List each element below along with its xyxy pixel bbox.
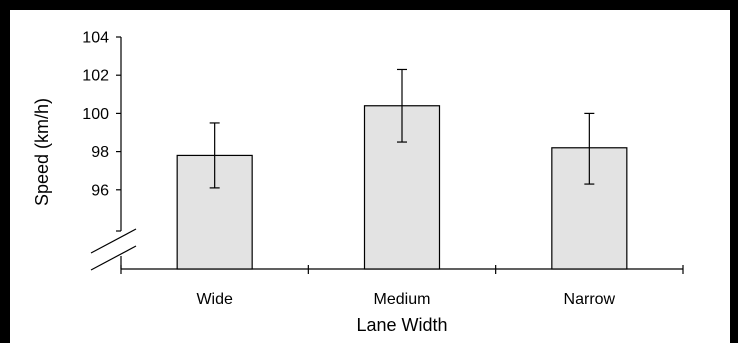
axis-break-mark: [90, 245, 137, 271]
bars: [176, 105, 628, 270]
x-tick-label: Medium: [374, 291, 431, 308]
y-axis-title: Speed (km/h): [32, 98, 52, 206]
axis-break-mark: [90, 228, 137, 254]
y-tick-label: 100: [82, 106, 109, 123]
y-tick-label: 104: [82, 30, 109, 47]
error-bars: [209, 68, 595, 189]
x-axis-title: Lane Width: [356, 315, 447, 335]
x-ticks: Wide Medium Narrow: [120, 265, 684, 308]
y-tick-label: 96: [91, 182, 109, 199]
x-tick-label: Wide: [196, 291, 233, 308]
y-tick-label: 98: [91, 144, 109, 161]
y-tick-label: 102: [82, 68, 109, 85]
x-tick-label: Narrow: [564, 291, 616, 308]
y-ticks: 104 102 100 98 96: [82, 30, 121, 199]
